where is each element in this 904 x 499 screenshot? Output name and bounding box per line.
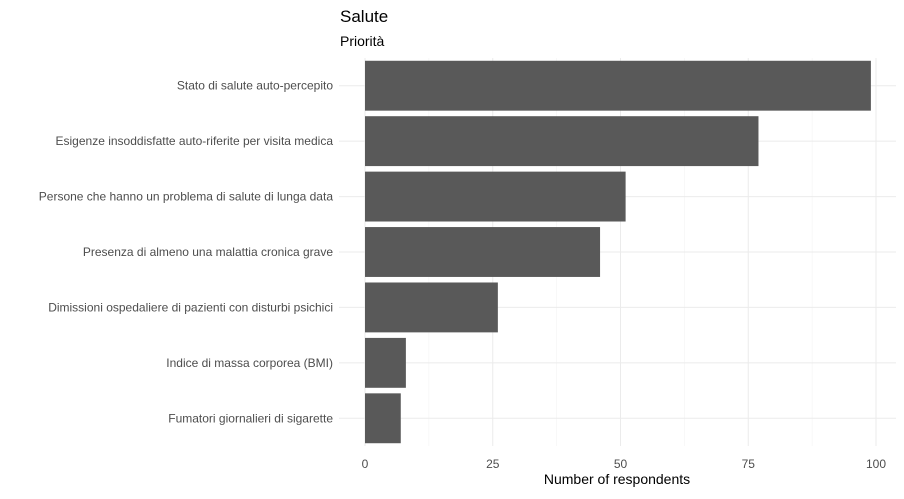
x-tick-label: 75 xyxy=(742,457,756,471)
chart-title: Salute xyxy=(340,7,388,26)
x-tick-label: 50 xyxy=(614,457,628,471)
bar xyxy=(365,60,871,111)
category-label: Indice di massa corporea (BMI) xyxy=(166,356,333,370)
bar xyxy=(365,337,406,388)
chart-subtitle: Priorità xyxy=(340,33,385,49)
bar xyxy=(365,282,498,333)
bar xyxy=(365,227,601,277)
category-label: Dimissioni ospedaliere di pazienti con d… xyxy=(48,300,333,314)
x-axis-title: Number of respondents xyxy=(544,471,690,487)
category-label: Stato di salute auto-percepito xyxy=(177,79,333,93)
category-labels: Stato di salute auto-percepito Esigenze i… xyxy=(39,79,334,426)
x-tick-labels: 0 25 50 75 100 xyxy=(362,457,887,471)
category-label: Esigenze insoddisfatte auto-riferite per… xyxy=(56,134,334,148)
category-label: Presenza di almeno una malattia cronica … xyxy=(83,245,333,259)
x-tick-label: 100 xyxy=(866,457,886,471)
bars xyxy=(365,60,871,444)
bar xyxy=(365,116,759,167)
category-label: Persone che hanno un problema di salute … xyxy=(39,190,334,204)
bar xyxy=(365,393,401,444)
x-tick-label: 0 xyxy=(362,457,369,471)
bar xyxy=(365,171,626,222)
category-label: Fumatori giornalieri di sigarette xyxy=(168,411,333,425)
x-tick-label: 25 xyxy=(486,457,500,471)
